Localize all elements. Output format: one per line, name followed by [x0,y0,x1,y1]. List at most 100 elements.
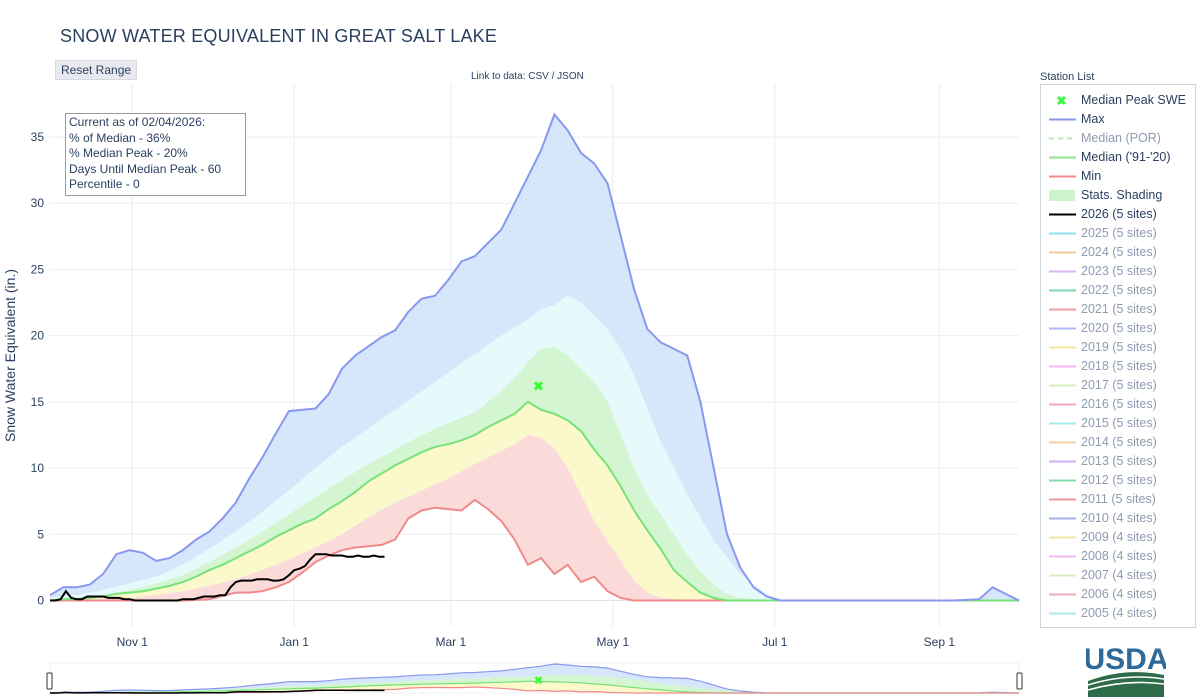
legend-item-label: Stats. Shading [1081,188,1163,202]
legend-item[interactable]: 2022 (5 sites) [1041,281,1195,300]
legend-item-label: 2017 (5 sites) [1081,378,1157,392]
x-tick-label: May 1 [596,635,629,649]
legend-symbol [1056,95,1067,106]
legend-item[interactable]: 2014 (5 sites) [1041,433,1195,452]
legend-item-label: 2025 (5 sites) [1081,226,1157,240]
legend-item[interactable]: Median Peak SWE [1041,91,1195,110]
legend-item-label: 2011 (5 sites) [1081,492,1156,506]
band-70-median [50,346,1019,601]
legend-item-label: 2006 (4 sites) [1081,587,1157,601]
legend-item[interactable]: Median ('91-'20) [1041,148,1195,167]
legend-item[interactable]: 2006 (4 sites) [1041,585,1195,604]
legend-item[interactable]: 2015 (5 sites) [1041,414,1195,433]
current-status-box: Current as of 02/04/2026: % of Median - … [65,113,246,196]
legend-item[interactable]: 2023 (5 sites) [1041,262,1195,281]
legend-item[interactable]: 2020 (5 sites) [1041,319,1195,338]
x-tick-label: Jan 1 [280,635,310,649]
median-peak-marker [533,381,544,391]
legend-item-label: 2005 (4 sites) [1081,606,1157,620]
legend-symbol-shape [1056,95,1067,106]
y-tick-label: 10 [31,461,45,475]
data-link-separator: / [548,71,558,82]
y-tick-label: 35 [31,130,45,144]
legend-item[interactable]: 2008 (4 sites) [1041,547,1195,566]
legend-symbol [1049,213,1076,216]
legend-item[interactable]: Max [1041,110,1195,129]
legend-item[interactable]: 2018 (5 sites) [1041,357,1195,376]
y-tick-label: 0 [37,594,44,608]
legend-symbol [1049,190,1075,201]
max-line [49,112,1020,602]
legend-symbol [1049,536,1076,539]
band-30-min [50,435,1019,601]
legend-symbol [1049,327,1076,330]
legend-item-label: 2013 (5 sites) [1081,454,1157,468]
legend-symbol [1049,118,1076,121]
data-link: Link to data: CSV / JSON [471,71,584,82]
legend-symbol [1049,479,1076,482]
legend-item-label: 2010 (4 sites) [1081,511,1157,525]
legend-item[interactable]: 2010 (4 sites) [1041,509,1195,528]
band-max-90 [50,114,1019,601]
legend-item-label: Median (POR) [1081,131,1161,145]
reset-range-button[interactable]: Reset Range [55,60,138,80]
legend-item[interactable]: 2017 (5 sites) [1041,376,1195,395]
json-link[interactable]: JSON [557,71,584,82]
range-handle-right[interactable] [1016,672,1023,690]
legend-item-label: 2008 (4 sites) [1081,549,1157,563]
legend-item-label: 2021 (5 sites) [1081,302,1157,316]
legend-item-label: 2007 (4 sites) [1081,568,1157,582]
legend-item-label: 2024 (5 sites) [1081,245,1157,259]
legend-item[interactable]: 2025 (5 sites) [1041,224,1195,243]
range-current-line [50,689,385,694]
legend-item[interactable]: 2011 (5 sites) [1041,490,1195,509]
usda-logo-stripe [1087,676,1165,686]
legend-item[interactable]: 2026 (5 sites) [1041,205,1195,224]
legend-item-label: Max [1081,112,1105,126]
data-link-prefix: Link to data: [471,71,529,82]
legend-symbol [1049,384,1076,387]
legend-item[interactable]: 2012 (5 sites) [1041,471,1195,490]
usda-logo-field [1088,672,1164,697]
range-band-max [50,664,1019,693]
info-line-percent-median: % of Median - 36% [69,130,171,145]
legend-item[interactable]: 2009 (4 sites) [1041,528,1195,547]
legend-item[interactable]: 2024 (5 sites) [1041,243,1195,262]
legend-item[interactable]: Min [1041,167,1195,186]
legend-item[interactable]: Stats. Shading [1041,186,1195,205]
legend-symbol [1049,593,1076,596]
y-tick-label: 5 [37,527,44,541]
range-band-low [50,681,1019,693]
legend-item-label: 2020 (5 sites) [1081,321,1157,335]
x-tick-label: Jul 1 [762,635,788,649]
legend-symbol [1049,555,1076,558]
legend-item[interactable]: Median (POR) [1041,129,1195,148]
legend-item-label: 2012 (5 sites) [1081,473,1157,487]
legend-item[interactable]: 2007 (4 sites) [1041,566,1195,585]
y-tick-label: 25 [31,262,45,276]
legend-symbol-shape [1049,190,1075,201]
y-axis-label: Snow Water Equivalent (in.) [2,269,18,442]
legend-symbol [1049,517,1076,520]
legend-item[interactable]: 2005 (4 sites) [1041,604,1195,623]
legend-item[interactable]: 2019 (5 sites) [1041,338,1195,357]
legend-item[interactable]: 2016 (5 sites) [1041,395,1195,414]
legend-symbol [1049,574,1076,577]
legend-item-label: 2019 (5 sites) [1081,340,1157,354]
info-line-days-until-peak: Days Until Median Peak - 60 [69,161,222,176]
legend-item[interactable]: 2021 (5 sites) [1041,300,1195,319]
legend-item[interactable]: 2013 (5 sites) [1041,452,1195,471]
legend-item-label: 2016 (5 sites) [1081,397,1157,411]
range-handle-left[interactable] [46,672,53,690]
info-line-percent-median-peak: % Median Peak - 20% [69,146,188,160]
legend-item-label: 2015 (5 sites) [1081,416,1157,430]
usda-logo: USDA [1086,643,1166,697]
csv-link[interactable]: CSV [528,71,549,82]
legend-item-label: 2026 (5 sites) [1081,207,1157,221]
legend-symbol [1049,175,1076,178]
median-peak-x [533,381,544,391]
legend-symbol [1049,460,1076,463]
station-list-title: Station List [1040,71,1095,83]
info-line-date: Current as of 02/04/2026: [69,115,206,129]
